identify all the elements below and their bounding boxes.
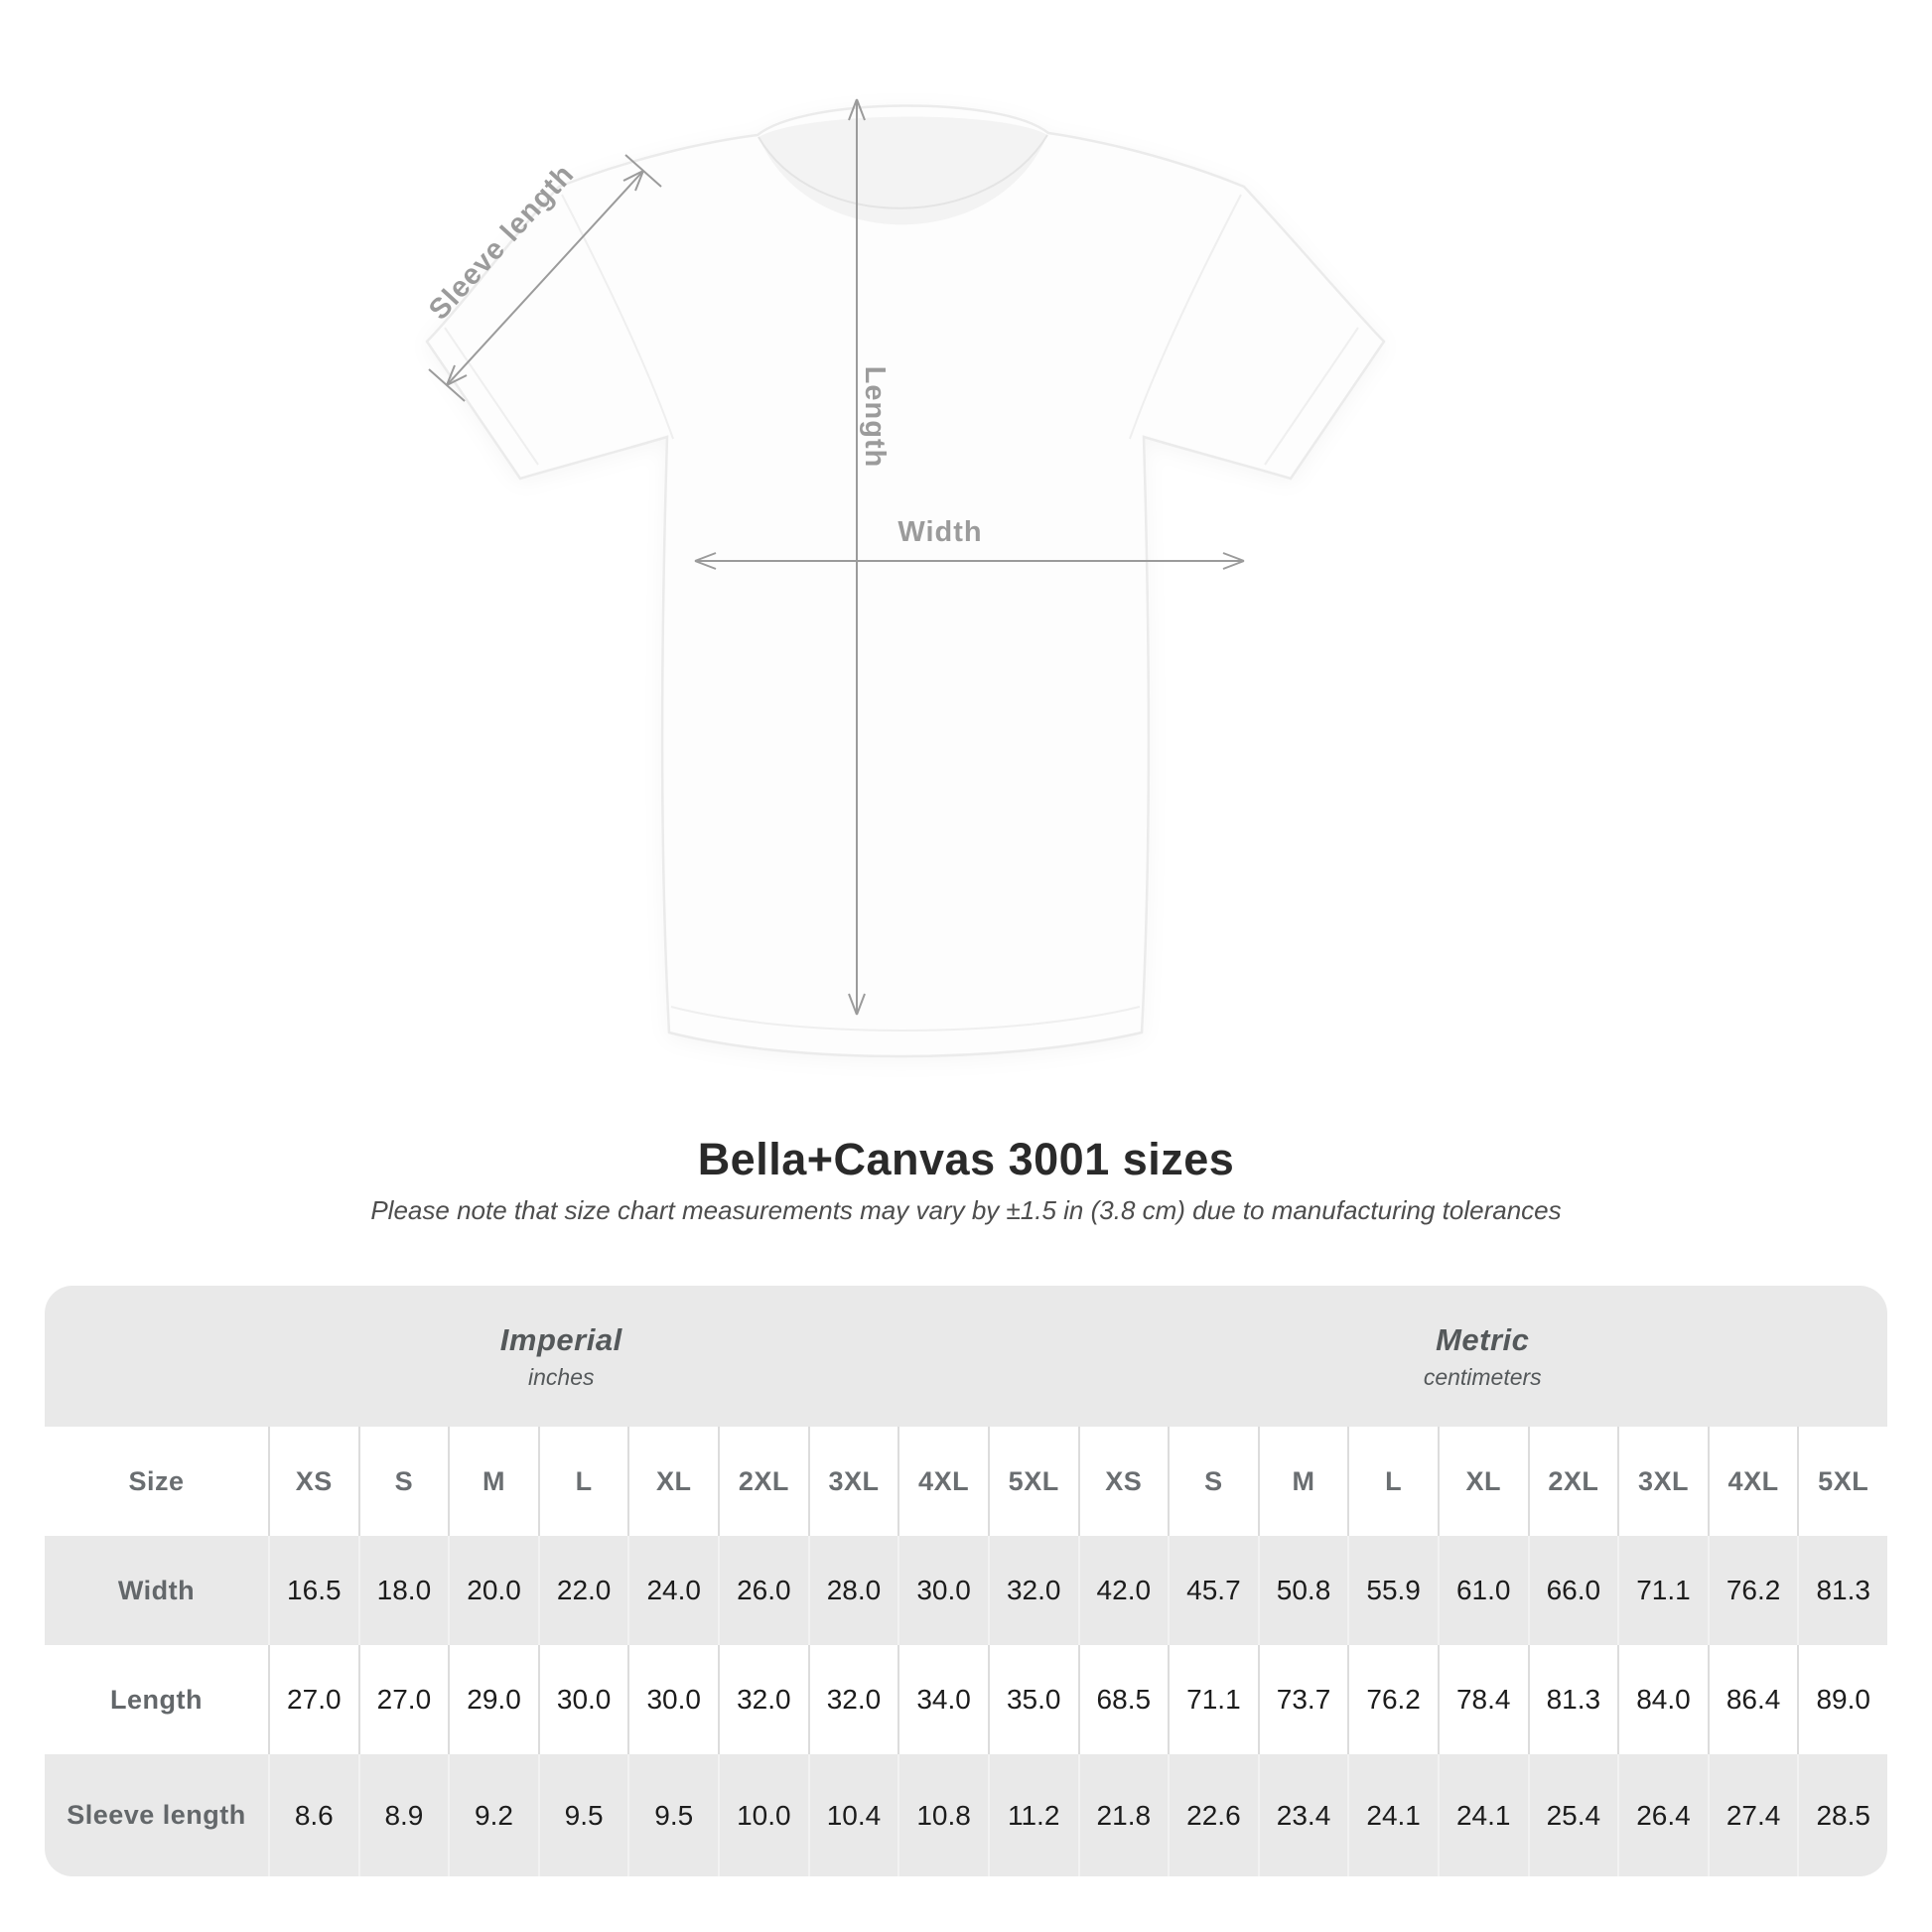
value-cell: 9.5 <box>627 1754 719 1876</box>
tshirt-graphic <box>425 104 1386 1058</box>
collar <box>759 116 1047 225</box>
value-cell: 68.5 <box>1077 1645 1169 1754</box>
value-cell: 35.0 <box>987 1645 1078 1754</box>
metric-label: Metric <box>1436 1321 1530 1357</box>
value-cell: 26.0 <box>718 1536 808 1645</box>
size-header-cell: M <box>1257 1427 1348 1536</box>
value-cell: 45.7 <box>1168 1536 1258 1645</box>
value-cell: 9.5 <box>537 1754 628 1876</box>
value-cell: 16.5 <box>268 1536 358 1645</box>
size-header-cell: 4XL <box>897 1427 988 1536</box>
value-cell: 61.0 <box>1437 1536 1528 1645</box>
size-header-cell: 5XL <box>1797 1427 1887 1536</box>
value-cell: 30.0 <box>537 1645 628 1754</box>
tshirt-diagram: Sleeve length Length Width <box>423 98 1386 1058</box>
value-cell: 8.9 <box>357 1754 449 1876</box>
tolerance-note: Please note that size chart measurements… <box>370 1195 1562 1225</box>
size-header-cell: 4XL <box>1707 1427 1798 1536</box>
row-label-width: Width <box>45 1536 268 1645</box>
value-cell: 34.0 <box>897 1645 988 1754</box>
size-header-cell: 3XL <box>1617 1427 1708 1536</box>
value-cell: 9.2 <box>448 1754 538 1876</box>
value-cell: 27.4 <box>1707 1754 1798 1876</box>
size-header-cell: M <box>448 1427 538 1536</box>
metric-unit-label: centimeters <box>1423 1363 1542 1390</box>
value-cell: 86.4 <box>1707 1645 1798 1754</box>
width-label: Width <box>897 516 982 548</box>
value-cell: 42.0 <box>1077 1536 1169 1645</box>
size-header-cell: 5XL <box>987 1427 1078 1536</box>
value-cell: 81.3 <box>1797 1536 1887 1645</box>
value-cell: 18.0 <box>357 1536 449 1645</box>
value-cell: 11.2 <box>987 1754 1078 1876</box>
value-cell: 24.1 <box>1347 1754 1438 1876</box>
value-cell: 10.0 <box>718 1754 808 1876</box>
size-header-cell: XS <box>1077 1427 1169 1536</box>
imperial-unit-label: inches <box>528 1363 595 1390</box>
value-cell: 28.0 <box>807 1536 898 1645</box>
value-cell: 24.1 <box>1437 1754 1528 1876</box>
value-cell: 50.8 <box>1257 1536 1348 1645</box>
length-arrow: Length <box>848 98 891 1016</box>
value-cell: 20.0 <box>448 1536 538 1645</box>
value-cell: 22.0 <box>537 1536 628 1645</box>
row-label-length: Length <box>45 1645 268 1754</box>
value-cell: 71.1 <box>1168 1645 1258 1754</box>
size-table: Imperial inches Metric centimeters Size … <box>45 1286 1887 1876</box>
size-header-cell: XL <box>627 1427 719 1536</box>
size-column-header: Size <box>45 1427 268 1536</box>
size-header-cell: 2XL <box>1527 1427 1618 1536</box>
value-cell: 78.4 <box>1437 1645 1528 1754</box>
size-header-cell: S <box>1168 1427 1258 1536</box>
value-cell: 66.0 <box>1527 1536 1618 1645</box>
value-cell: 32.0 <box>718 1645 808 1754</box>
value-cell: 21.8 <box>1077 1754 1169 1876</box>
value-cell: 25.4 <box>1527 1754 1618 1876</box>
size-header-cell: 3XL <box>807 1427 898 1536</box>
value-cell: 76.2 <box>1347 1645 1438 1754</box>
size-header-cell: S <box>357 1427 449 1536</box>
value-cell: 26.4 <box>1617 1754 1708 1876</box>
width-arrow: Width <box>694 516 1245 570</box>
value-cell: 27.0 <box>357 1645 449 1754</box>
size-header-cell: L <box>537 1427 628 1536</box>
value-cell: 84.0 <box>1617 1645 1708 1754</box>
value-cell: 30.0 <box>627 1645 719 1754</box>
value-cell: 32.0 <box>987 1536 1078 1645</box>
size-header-cell: XS <box>268 1427 358 1536</box>
value-cell: 28.5 <box>1797 1754 1887 1876</box>
value-cell: 32.0 <box>807 1645 898 1754</box>
length-label: Length <box>859 366 891 469</box>
value-cell: 89.0 <box>1797 1645 1887 1754</box>
value-cell: 27.0 <box>268 1645 358 1754</box>
value-cell: 81.3 <box>1527 1645 1618 1754</box>
value-cell: 30.0 <box>897 1536 988 1645</box>
imperial-label: Imperial <box>499 1321 622 1357</box>
value-cell: 10.8 <box>897 1754 988 1876</box>
value-cell: 23.4 <box>1257 1754 1348 1876</box>
page-title: Bella+Canvas 3001 sizes <box>697 1134 1235 1184</box>
value-cell: 8.6 <box>268 1754 358 1876</box>
value-cell: 73.7 <box>1257 1645 1348 1754</box>
value-cell: 10.4 <box>807 1754 898 1876</box>
value-cell: 55.9 <box>1347 1536 1438 1645</box>
value-cell: 24.0 <box>627 1536 719 1645</box>
value-cell: 29.0 <box>448 1645 538 1754</box>
size-header-cell: XL <box>1437 1427 1528 1536</box>
imperial-group-header: Imperial inches <box>45 1286 1078 1427</box>
row-label-sleeve-length: Sleeve length <box>45 1754 268 1876</box>
value-cell: 22.6 <box>1168 1754 1258 1876</box>
value-cell: 76.2 <box>1707 1536 1798 1645</box>
size-header-cell: L <box>1347 1427 1438 1536</box>
size-header-cell: 2XL <box>718 1427 808 1536</box>
metric-group-header: Metric centimeters <box>1077 1286 1887 1427</box>
value-cell: 71.1 <box>1617 1536 1708 1645</box>
